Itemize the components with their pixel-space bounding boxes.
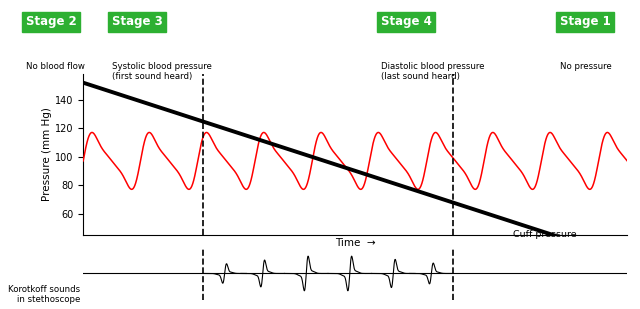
Text: Time  →: Time → (335, 238, 376, 248)
Text: Diastolic blood pressure
(last sound heard): Diastolic blood pressure (last sound hea… (381, 62, 484, 81)
Text: Stage 1: Stage 1 (560, 15, 611, 28)
Text: Cuff pressure: Cuff pressure (499, 218, 577, 239)
Text: Stage 3: Stage 3 (112, 15, 163, 28)
Text: No pressure: No pressure (560, 62, 612, 71)
Text: Korotkoff sounds
in stethoscope: Korotkoff sounds in stethoscope (8, 285, 81, 304)
Text: Stage 4: Stage 4 (381, 15, 431, 28)
Text: No blood flow: No blood flow (26, 62, 84, 71)
Text: Stage 2: Stage 2 (26, 15, 76, 28)
Y-axis label: Pressure (mm Hg): Pressure (mm Hg) (42, 108, 52, 201)
Text: Systolic blood pressure
(first sound heard): Systolic blood pressure (first sound hea… (112, 62, 212, 81)
